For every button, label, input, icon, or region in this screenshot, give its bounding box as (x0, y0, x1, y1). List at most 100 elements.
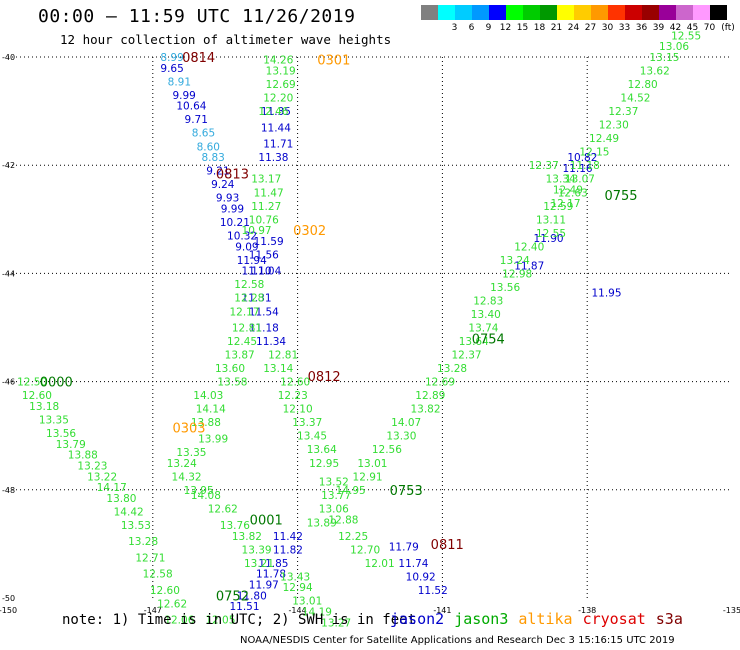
data-point-label: 13.18 (29, 401, 59, 413)
data-point-label: 13.27 (321, 617, 351, 629)
scale-unit: (ft) (721, 23, 735, 33)
data-point-label: 12.37 (452, 350, 482, 362)
data-point-label: 8.99 (160, 52, 183, 64)
data-point-label: 13.89 (307, 517, 337, 529)
data-point-label: 13.19 (266, 66, 296, 78)
mission-jason2: jason2 (390, 610, 445, 628)
data-point-label: 13.76 (220, 520, 250, 532)
data-point-label: 14.07 (391, 417, 421, 429)
data-point-label: 12.15 (579, 147, 609, 159)
data-point-label: 9.21 (206, 166, 229, 178)
data-point-label: 13.56 (490, 282, 520, 294)
data-point-label: 12.50 (17, 377, 47, 389)
data-point-label: 11.94 (237, 255, 267, 267)
data-point-label: 14.03 (193, 390, 223, 402)
pass-time-label: 0000 (40, 376, 73, 391)
data-point-label: 9.09 (235, 241, 258, 253)
data-point-label: 12.58 (234, 279, 264, 291)
data-point-label: 13.24 (500, 255, 530, 267)
scale-label: 39 (652, 23, 665, 33)
data-point-label: 13.62 (640, 66, 670, 78)
data-point-label: 12.88 (328, 515, 358, 527)
data-point-label: 12.45 (227, 336, 257, 348)
data-point-label: 8.65 (192, 128, 215, 140)
data-point-label: 13.99 (198, 433, 228, 445)
pass-time-label: 0752 (216, 589, 249, 604)
x-tick-label: -135 (723, 606, 740, 615)
data-point-label: 8.83 (201, 152, 224, 164)
data-point-label: 12.55 (536, 228, 566, 240)
data-point-label: 13.37 (292, 417, 322, 429)
mission-legend: jason2 jason3 altika cryosat s3a (390, 610, 693, 628)
scale-swatch (659, 5, 676, 20)
pass-time-label: 0755 (604, 189, 637, 204)
data-point-label: 13.34 (546, 174, 576, 186)
scale-swatch (693, 5, 710, 20)
data-point-label: 10.76 (249, 214, 279, 226)
data-point-label: 13.45 (297, 431, 327, 443)
data-point-label: 12.49 (553, 185, 583, 197)
data-point-label: 10.82 (567, 152, 597, 164)
data-point-label: 9.65 (160, 63, 183, 75)
data-point-label: 13.43 (280, 571, 310, 583)
data-point-label: 13.58 (217, 377, 247, 389)
data-point-label: 8.60 (197, 141, 220, 153)
pass-time-label: 0302 (293, 224, 326, 239)
data-point-label: 14.95 (336, 485, 366, 497)
scale-label: 6 (468, 23, 475, 33)
data-point-label: 12.59 (543, 201, 573, 213)
data-point-label: 13.06 (319, 504, 349, 516)
data-point-label: 13.17 (251, 174, 281, 186)
data-point-label: 13.95 (184, 485, 214, 497)
data-point-label: 13.87 (225, 350, 255, 362)
scale-label: 27 (584, 23, 597, 33)
data-point-label: 11.95 (591, 287, 621, 299)
data-point-label: 10.92 (406, 571, 436, 583)
data-point-label: 9.24 (211, 179, 235, 191)
data-point-label: 13.39 (242, 544, 272, 556)
data-point-label: 9.99 (221, 203, 244, 215)
data-point-label: 11.42 (273, 531, 303, 543)
data-point-label: 14.42 (114, 506, 144, 518)
x-tick-label: -147 (144, 606, 162, 615)
data-point-label: 13.21 (244, 558, 274, 570)
chart-subtitle: 12 hour collection of altimeter wave hei… (60, 32, 392, 47)
mission-jason3: jason3 (454, 610, 509, 628)
data-point-label: 11.51 (229, 601, 259, 613)
data-point-label: 12.20 (263, 93, 293, 105)
data-point-label: 13.28 (437, 363, 467, 375)
data-point-label: 12.55 (671, 30, 701, 42)
data-point-label: 11.78 (256, 569, 286, 581)
data-point-label: 10.32 (227, 231, 257, 243)
data-point-label: 12.56 (372, 444, 402, 456)
pass-time-label: 0813 (216, 167, 249, 182)
data-point-label: 13.40 (471, 309, 501, 321)
y-tick-label: -42 (2, 161, 15, 170)
scale-swatch (421, 5, 438, 20)
data-point-label: 11.44 (261, 122, 291, 134)
credit-line: NOAA/NESDIS Center for Satellite Applica… (240, 635, 675, 646)
scale-label: 12 (499, 23, 512, 33)
y-tick-label: -48 (2, 486, 15, 495)
data-point-label: 12.25 (338, 531, 368, 543)
data-point-label: 13.07 (565, 174, 595, 186)
data-point-label: 14.08 (191, 490, 221, 502)
data-point-label: 12.94 (283, 582, 313, 594)
data-point-label: 10.97 (242, 225, 272, 237)
data-point-label: 11.85 (258, 558, 288, 570)
data-point-label: 12.23 (278, 390, 308, 402)
data-point-label: 11.16 (563, 163, 593, 175)
pass-time-label: 0754 (472, 332, 505, 347)
data-point-label: 11.74 (398, 558, 428, 570)
data-point-label: 13.35 (176, 447, 206, 459)
data-point-label: 10.21 (220, 217, 250, 229)
data-point-label: 10.64 (176, 101, 206, 113)
pass-time-label: 0814 (182, 51, 215, 66)
data-point-label: 11.52 (418, 585, 448, 597)
data-point-label: 14.14 (196, 404, 226, 416)
data-point-label: 12.05 (205, 615, 235, 627)
data-point-label: 12.70 (350, 544, 380, 556)
pass-time-label: 0301 (317, 54, 350, 69)
data-point-label: 13.30 (386, 431, 416, 443)
